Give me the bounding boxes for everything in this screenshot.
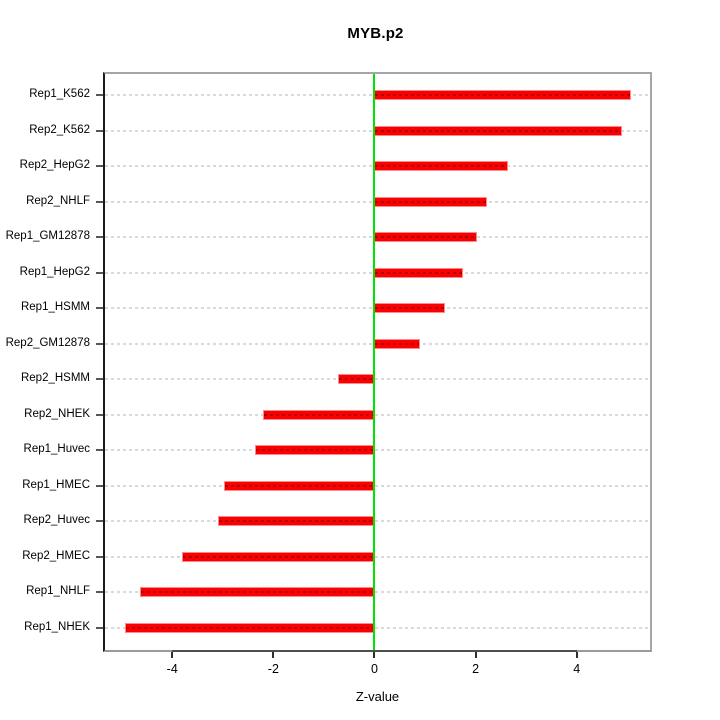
y-axis-tick xyxy=(96,520,103,522)
y-axis-tick xyxy=(96,591,103,593)
bar xyxy=(374,267,463,278)
y-axis-tick xyxy=(96,200,103,203)
bar xyxy=(254,445,375,455)
x-axis-tick xyxy=(575,652,578,658)
y-axis-label: Rep1_K562 xyxy=(29,88,90,100)
x-axis-line xyxy=(172,650,577,652)
x-axis-tick xyxy=(171,652,174,658)
x-axis-tick-label: 0 xyxy=(370,662,378,676)
x-axis-title: Z-value xyxy=(355,689,400,704)
x-axis-tick-label: -4 xyxy=(166,662,178,676)
bar xyxy=(140,587,375,597)
bar xyxy=(217,516,375,526)
x-axis-tick-label: -2 xyxy=(267,662,279,676)
bar xyxy=(262,409,375,420)
y-axis-tick xyxy=(96,626,103,629)
y-axis-tick xyxy=(96,271,103,274)
y-axis-label: Rep1_HepG2 xyxy=(19,265,90,278)
y-axis-tick xyxy=(96,236,103,238)
y-axis-label: Rep2_HMEC xyxy=(22,549,90,562)
bar xyxy=(374,196,488,207)
bar xyxy=(374,161,508,171)
bar xyxy=(374,303,445,313)
y-axis-tick xyxy=(96,307,103,309)
y-axis-tick xyxy=(96,413,103,416)
y-axis-label: Rep1_NHEK xyxy=(24,620,90,633)
y-axis-tick xyxy=(96,342,103,345)
bar xyxy=(338,374,375,384)
gridline xyxy=(105,626,650,629)
bar xyxy=(223,480,375,491)
y-axis-label: Rep2_Huvec xyxy=(23,514,90,526)
y-axis-label: Rep1_HMEC xyxy=(22,478,90,491)
bar xyxy=(374,90,631,100)
y-axis-label: Rep2_GM12878 xyxy=(5,336,90,349)
y-axis-label: Rep1_Huvec xyxy=(23,443,90,455)
chart-title: MYB.p2 xyxy=(347,25,404,42)
x-axis-tick xyxy=(474,652,477,658)
x-axis-tick xyxy=(272,652,275,658)
y-axis-label: Rep2_HSMM xyxy=(20,372,90,384)
y-axis-label: Rep2_NHLF xyxy=(26,194,90,207)
y-axis-tick xyxy=(96,378,103,380)
gridline xyxy=(105,449,650,451)
bar xyxy=(125,622,375,633)
gridline xyxy=(105,591,650,593)
y-axis-label: Rep2_NHEK xyxy=(24,407,90,420)
y-axis-tick xyxy=(96,555,103,558)
bar xyxy=(374,125,622,136)
y-axis-label: Rep1_HSMM xyxy=(20,301,90,313)
gridline xyxy=(105,378,650,380)
plot-area: Z-value Rep1_K562 Rep2_K562 Rep2_HepG2 Rep2… xyxy=(6,72,652,704)
y-axis-tick xyxy=(96,94,103,96)
gridline xyxy=(105,484,650,487)
gridline xyxy=(105,520,650,522)
y-axis-label: Rep2_K562 xyxy=(29,123,90,136)
zero-reference-line xyxy=(373,74,376,650)
x-axis-tick-label: 4 xyxy=(573,662,581,676)
y-axis-tick xyxy=(96,484,103,487)
bar xyxy=(181,551,375,562)
y-axis-tick xyxy=(96,165,103,167)
bar xyxy=(374,338,421,349)
bar xyxy=(374,232,478,242)
y-axis-label: Rep1_GM12878 xyxy=(5,230,90,242)
x-axis-tick xyxy=(373,652,376,658)
y-axis-label: Rep1_NHLF xyxy=(26,585,90,597)
x-axis-tick-label: 2 xyxy=(472,662,480,676)
gridline xyxy=(105,413,650,416)
y-axis-label: Rep2_HepG2 xyxy=(19,159,90,171)
y-axis-tick xyxy=(96,129,103,132)
gridline xyxy=(105,555,650,558)
y-axis-tick xyxy=(96,449,103,451)
